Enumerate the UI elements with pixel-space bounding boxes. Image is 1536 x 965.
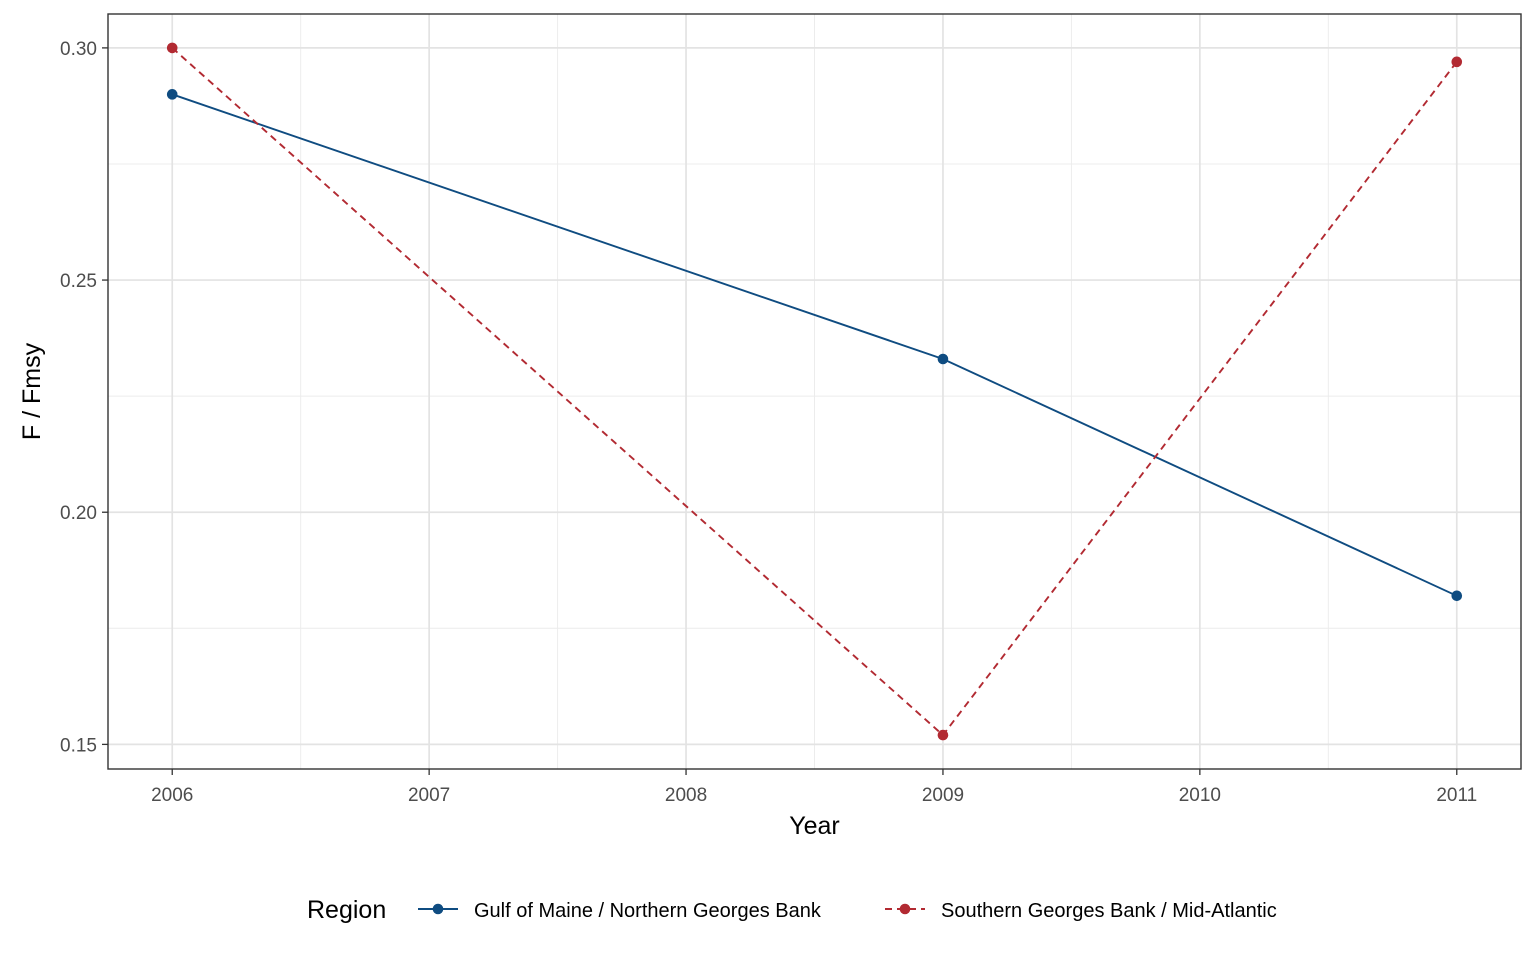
series-2-point	[1451, 56, 1463, 68]
y-axis: 0.15 0.20 0.25 0.30	[60, 39, 108, 756]
panel-border	[107, 13, 1522, 770]
legend-label-2: Southern Georges Bank / Mid-Atlantic	[941, 900, 1277, 922]
x-tick-label: 2008	[665, 785, 707, 806]
legend-label-1: Gulf of Maine / Northern Georges Bank	[474, 900, 822, 922]
x-tick-label: 2010	[1179, 785, 1221, 806]
grid-lines	[108, 14, 1521, 769]
legend-title: Region	[307, 896, 386, 924]
series-1-point	[1451, 590, 1463, 602]
x-axis: 2006 2007 2008 2009 2010 2011	[151, 769, 1477, 806]
x-tick-label: 2011	[1436, 785, 1477, 806]
series-1-point	[166, 89, 178, 100]
y-axis-title: F / Fmsy	[18, 342, 46, 440]
legend-key-point-1	[432, 903, 444, 915]
y-tick-label: 0.20	[60, 503, 97, 524]
series-layer	[166, 42, 1463, 741]
x-tick-label: 2007	[408, 785, 450, 806]
x-tick-label: 2006	[151, 785, 193, 806]
legend: Region Gulf of Maine / Northern Georges …	[307, 896, 1277, 924]
series-2-point	[166, 42, 178, 54]
x-tick-label: 2009	[922, 785, 964, 806]
series-2-point	[937, 729, 949, 741]
x-axis-title: Year	[789, 812, 840, 840]
y-tick-label: 0.30	[60, 39, 97, 60]
legend-key-point-2	[899, 903, 911, 915]
series-1-point	[937, 353, 949, 365]
y-tick-label: 0.15	[60, 735, 97, 756]
y-tick-label: 0.25	[60, 271, 97, 292]
